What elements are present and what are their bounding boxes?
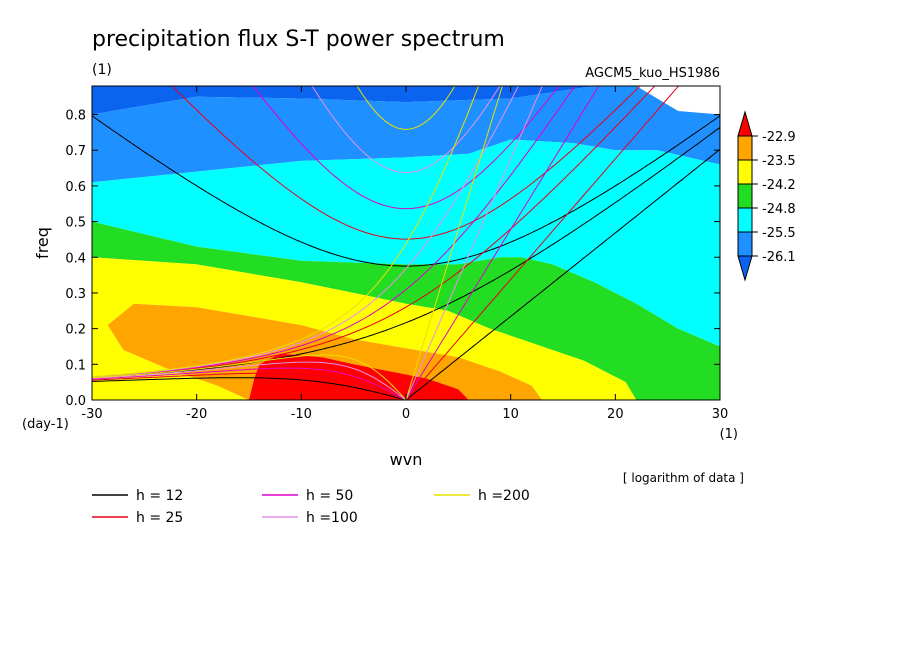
legend-label: h =100 (306, 510, 358, 526)
colorbar-label: -24.2 (762, 178, 796, 193)
colorbar-segment (737, 207, 753, 233)
dispersion-curves (92, 86, 720, 400)
curve-ig-h12 (92, 115, 720, 267)
x-tick-label: 20 (607, 407, 624, 422)
x-tick-label: -30 (81, 407, 102, 422)
y-axis: 0.0 0.1 0.2 0.3 0.4 0.5 0.6 0.7 0.8 (65, 109, 720, 409)
y-tick-label: 0.6 (65, 180, 86, 195)
curve-ig-h100 (311, 86, 501, 173)
x-tick-label: -20 (186, 407, 207, 422)
curve-rossby-h200 (92, 354, 407, 400)
curve-kelvin-h50 (405, 86, 600, 400)
y-tick-label: 0.5 (65, 216, 86, 231)
chart-subtitle-left: (1) (92, 62, 112, 78)
x-unit-label: (1) (720, 427, 738, 442)
colorbar-top-arrow (737, 110, 753, 137)
contour-band-5 (107, 303, 543, 400)
contour-band-0 (92, 86, 595, 115)
x-axis-label: wvn (390, 450, 423, 469)
colorbar-label: -24.8 (762, 202, 796, 217)
y-tick-label: 0.2 (65, 323, 86, 338)
data-note: [ logarithm of data ] (623, 471, 744, 485)
colorbar: -22.9 -23.5 -24.2 -24.8 -25.5 -26.1 (737, 110, 796, 282)
legend-label: h = 50 (306, 488, 353, 504)
contour-band-4 (92, 257, 637, 400)
y-unit-label: (day-1) (22, 417, 69, 432)
curve-kelvin-h100 (405, 86, 543, 400)
y-tick-label: 0.0 (65, 394, 86, 409)
curve-ig-h50 (252, 86, 560, 210)
curve-kelvin-h12 (405, 148, 720, 400)
x-tick-label: 0 (402, 407, 410, 422)
colorbar-segment (737, 231, 753, 257)
y-tick-label: 0.7 (65, 144, 86, 159)
y-tick-label: 0.4 (65, 251, 86, 266)
legend-label: h = 25 (136, 510, 183, 526)
curve-rossby-h12 (92, 377, 408, 400)
colorbar-label: -25.5 (762, 226, 796, 241)
colorbar-label: -23.5 (762, 154, 796, 169)
contour-band-6 (249, 353, 469, 400)
legend-label: h = 12 (136, 488, 183, 504)
colorbar-segment (737, 159, 753, 185)
chart-title: precipitation flux S-T power spectrum (92, 27, 505, 52)
curve-ig-h200 (356, 86, 456, 130)
curve-rossby-h25 (92, 372, 408, 400)
chart-subtitle-right: AGCM5_kuo_HS1986 (585, 66, 720, 81)
colorbar-segment (737, 183, 753, 209)
curve-rossby-h100 (92, 361, 407, 400)
curve-mrg-h25 (92, 86, 656, 378)
colorbar-label: -26.1 (762, 250, 796, 265)
x-tick-label: -10 (291, 407, 312, 422)
colorbar-label: -22.9 (762, 130, 796, 145)
curve-rossby-h50 (92, 367, 408, 400)
curve-mrg-h100 (92, 86, 519, 378)
contour-band-3 (92, 221, 720, 400)
legend: h = 12 h = 25 h = 50 h =100 h =200 (92, 488, 530, 526)
y-tick-label: 0.8 (65, 109, 86, 124)
y-axis-label: freq (33, 227, 52, 259)
colorbar-bottom-arrow (737, 255, 753, 282)
curve-kelvin-h25 (405, 86, 680, 400)
curve-mrg-h200 (92, 86, 480, 378)
legend-label: h =200 (478, 488, 530, 504)
curve-mrg-h50 (92, 86, 576, 378)
y-tick-label: 0.3 (65, 287, 86, 302)
curve-kelvin-h200 (405, 86, 503, 400)
y-tick-label: 0.1 (65, 358, 86, 373)
x-tick-label: 30 (712, 407, 729, 422)
x-axis: -30 -20 -10 0 10 20 30 (81, 86, 728, 422)
curve-mrg-h12 (92, 126, 720, 379)
x-tick-label: 10 (502, 407, 519, 422)
curve-ig-h25 (171, 86, 641, 240)
colorbar-segment (737, 135, 753, 161)
